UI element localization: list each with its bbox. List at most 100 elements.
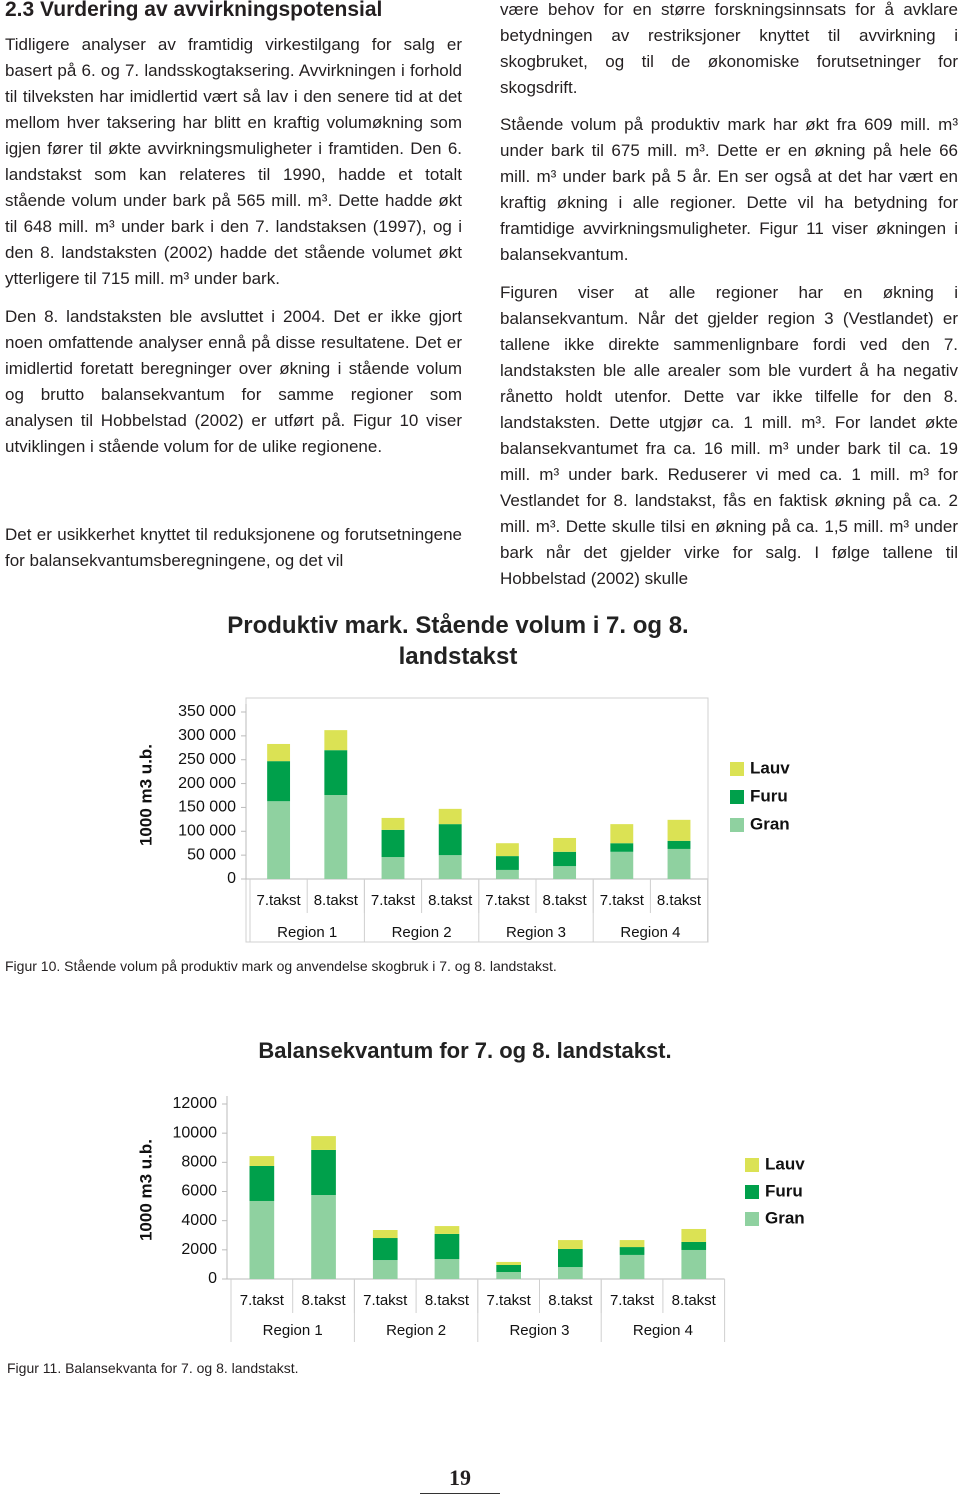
bar-segment (438, 808, 462, 825)
group-label: Region 2 (386, 1322, 446, 1339)
bar-segment (438, 824, 462, 856)
bar-segment (610, 824, 634, 844)
bar-segment (495, 869, 519, 879)
figure-caption: Figur 10. Stående volum på produktiv mar… (5, 958, 557, 974)
group-label: Region 4 (633, 1322, 693, 1339)
bar-segment (619, 1247, 645, 1255)
x-tick-label: 8.takst (672, 1292, 717, 1309)
y-tick-label: 100 000 (178, 823, 236, 840)
bar-segment (438, 855, 462, 879)
legend-swatch (730, 790, 744, 804)
group-label: Region 3 (506, 924, 566, 941)
x-tick-label: 8.takst (425, 1292, 470, 1309)
legend-swatch (745, 1185, 759, 1199)
bar-segment (249, 1200, 275, 1279)
paragraph: være behov for en større forskningsinnsa… (500, 0, 958, 97)
bar-segment (558, 1240, 583, 1249)
bar-segment (495, 856, 519, 870)
bar-segment (496, 1265, 521, 1272)
bar-segment (558, 1267, 583, 1279)
paragraph: Den 8. landstaksten ble avsluttet i 2004… (5, 307, 462, 456)
bar-segment (681, 1228, 707, 1242)
bar-segment (619, 1240, 645, 1248)
legend-label: Lauv (750, 758, 790, 777)
bar-segment (311, 1149, 336, 1195)
y-tick-label: 0 (208, 1270, 217, 1287)
legend-swatch (745, 1212, 759, 1226)
bar-segment (434, 1233, 460, 1260)
x-tick-label: 8.takst (301, 1292, 346, 1309)
group-label: Region 1 (277, 924, 337, 941)
paragraph: Figuren viser at alle regioner har en øk… (500, 283, 958, 588)
bar-segment (681, 1241, 707, 1250)
legend-label: Furu (750, 786, 788, 805)
bar-segment (610, 851, 634, 879)
bar-segment (267, 801, 291, 879)
paragraph: Det er usikkerhet knyttet til reduksjone… (5, 525, 462, 570)
y-tick-label: 8000 (181, 1154, 217, 1171)
x-tick-label: 7.takst (240, 1292, 285, 1309)
bar-segment (434, 1226, 460, 1234)
y-tick-label: 6000 (181, 1183, 217, 1200)
y-axis-label: 1000 m3 u.b. (136, 1139, 155, 1241)
y-tick-label: 4000 (181, 1212, 217, 1229)
x-tick-label: 7.takst (371, 892, 416, 909)
legend-swatch (730, 762, 744, 776)
x-tick-label: 8.takst (657, 892, 702, 909)
legend-label: Gran (750, 814, 790, 833)
bar-segment (324, 795, 348, 879)
group-label: Region 2 (392, 924, 452, 941)
bar-segment (324, 730, 348, 751)
bar-segment (667, 819, 691, 841)
x-tick-label: 8.takst (314, 892, 359, 909)
bar-segment (249, 1156, 275, 1166)
y-tick-label: 200 000 (178, 775, 236, 792)
bar-segment (553, 866, 577, 879)
chart-title: Balansekvantum for 7. og 8. landstakst. (258, 1038, 672, 1063)
page-number: 19 (420, 1465, 500, 1494)
x-tick-label: 7.takst (487, 1292, 532, 1309)
bar-segment (372, 1230, 398, 1239)
legend-label: Gran (765, 1208, 805, 1227)
legend-swatch (730, 818, 744, 832)
x-tick-label: 8.takst (543, 892, 588, 909)
bar-segment (434, 1259, 460, 1279)
y-axis-label: 1000 m3 u.b. (136, 744, 155, 846)
paragraph: Tidligere analyser av framtidig virkesti… (5, 35, 462, 288)
bar-segment (667, 848, 691, 879)
legend-swatch (745, 1158, 759, 1172)
x-tick-label: 7.takst (600, 892, 645, 909)
bar-segment (267, 761, 291, 802)
legend-label: Lauv (765, 1154, 805, 1173)
bar-segment (619, 1254, 645, 1279)
y-tick-label: 10000 (173, 1124, 218, 1141)
y-tick-label: 300 000 (178, 727, 236, 744)
bar-segment (495, 843, 519, 857)
y-tick-label: 2000 (181, 1241, 217, 1258)
legend-label: Furu (765, 1181, 803, 1200)
figure-caption: Figur 11. Balansekvanta for 7. og 8. lan… (7, 1360, 299, 1376)
y-tick-label: 250 000 (178, 751, 236, 768)
x-tick-label: 8.takst (548, 1292, 593, 1309)
y-tick-label: 350 000 (178, 703, 236, 720)
bar-segment (496, 1261, 521, 1265)
y-tick-label: 12000 (173, 1095, 218, 1112)
bar-segment (553, 837, 577, 852)
x-tick-label: 7.takst (610, 1292, 655, 1309)
y-tick-label: 150 000 (178, 799, 236, 816)
bar-segment (496, 1272, 521, 1279)
bar-segment (558, 1248, 583, 1268)
bar-segment (372, 1238, 398, 1261)
group-label: Region 4 (620, 924, 680, 941)
x-tick-label: 8.takst (428, 892, 473, 909)
bar-segment (381, 829, 405, 858)
bar-segment (311, 1136, 336, 1150)
bar-segment (381, 857, 405, 879)
group-label: Region 3 (509, 1322, 569, 1339)
bar-segment (267, 743, 291, 762)
chart-title: Produktiv mark. Stående volum i 7. og 8.… (227, 612, 689, 670)
x-tick-label: 7.takst (485, 892, 530, 909)
x-tick-label: 7.takst (257, 892, 302, 909)
